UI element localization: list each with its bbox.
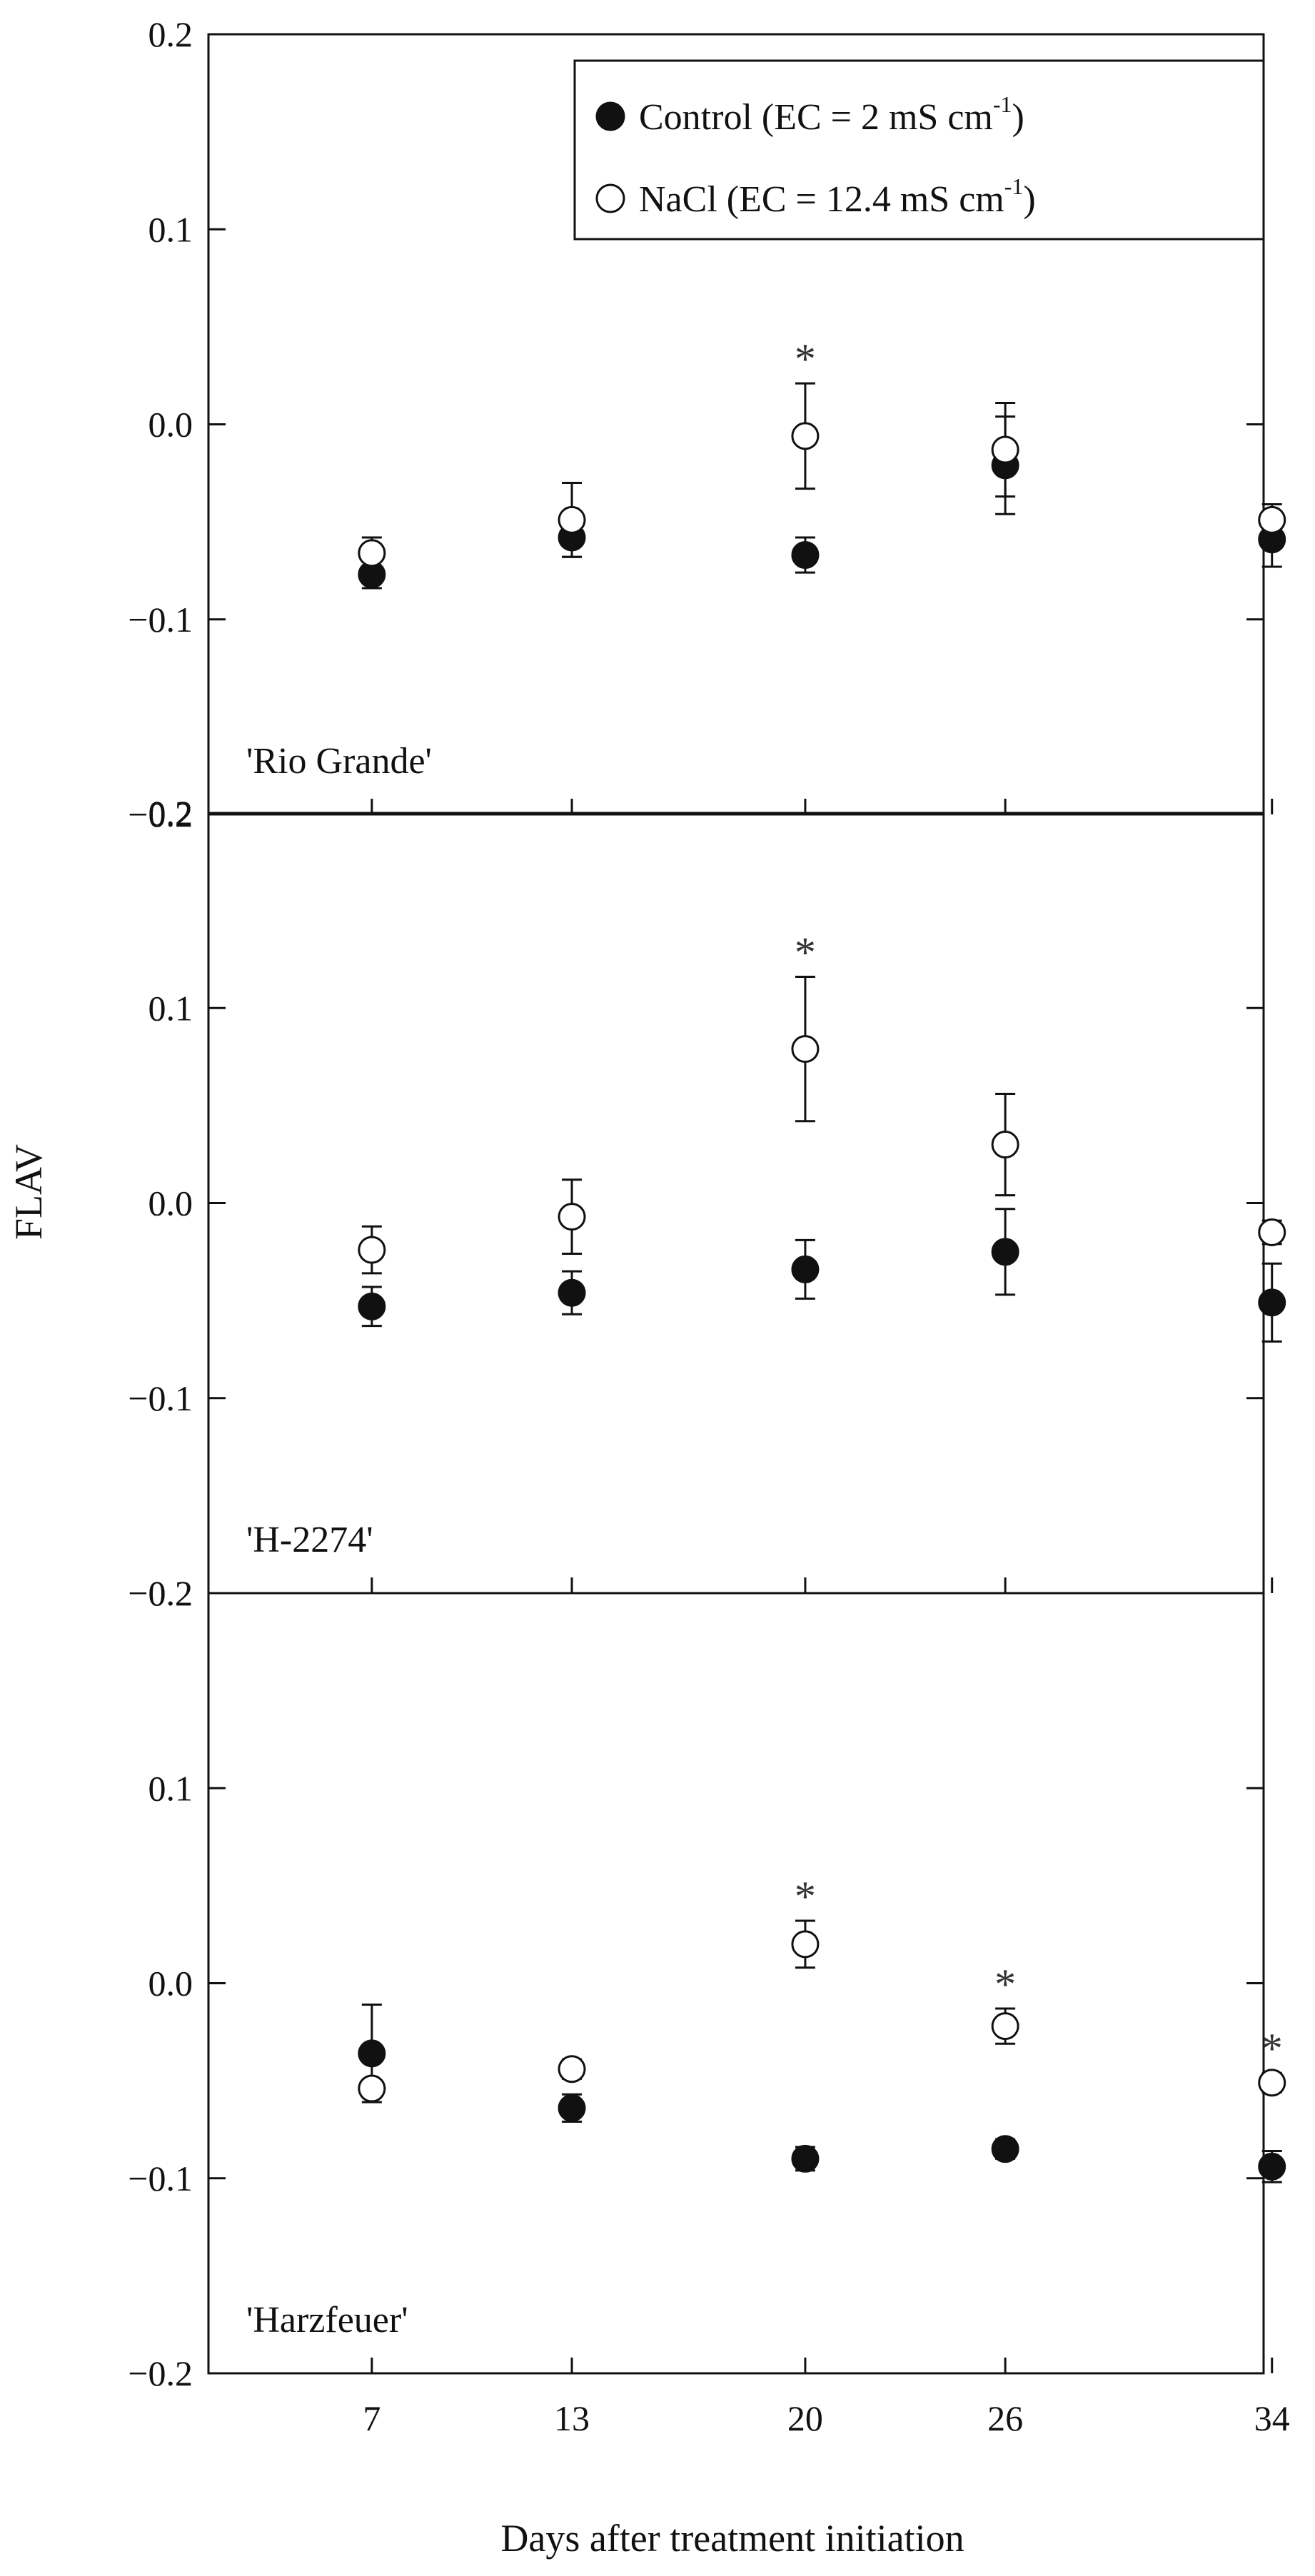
panel-frame xyxy=(207,1592,1265,2375)
data-point-nacl xyxy=(1258,1218,1286,1246)
data-point-control xyxy=(358,2039,386,2068)
y-tick-label: 0.1 xyxy=(148,209,193,249)
panel-label: 'Rio Grande' xyxy=(246,741,432,782)
legend: Control (EC = 2 mS cm-1) NaCl (EC = 12.4… xyxy=(573,59,1265,241)
panel-frame xyxy=(207,812,1265,1595)
significance-star: * xyxy=(795,335,816,383)
data-point-control xyxy=(558,2093,586,2122)
series-control xyxy=(358,1208,1286,1343)
x-axis: 71320263440 xyxy=(363,2398,1290,2438)
y-tick-label: 0.0 xyxy=(148,405,193,445)
data-point-nacl xyxy=(791,422,820,450)
significance-star: * xyxy=(994,1961,1016,2008)
data-point-nacl xyxy=(558,505,586,534)
panel-label: 'H-2274' xyxy=(246,1520,373,1560)
y-tick-label: −0.1 xyxy=(128,2158,193,2198)
data-point-nacl xyxy=(791,1035,820,1064)
y-tick-label: −0.1 xyxy=(128,1378,193,1418)
x-axis-title: Days after treatment initiation xyxy=(500,2517,964,2560)
significance-star: * xyxy=(795,1873,816,1920)
series-nacl xyxy=(358,976,1286,1275)
data-point-nacl xyxy=(358,539,386,567)
data-point-nacl xyxy=(558,1203,586,1231)
y-tick-label: −0.2 xyxy=(128,1573,193,1613)
x-tick-label: 34 xyxy=(1254,2398,1290,2438)
data-point-nacl xyxy=(791,1930,820,1959)
legend-label-nacl: NaCl (EC = 12.4 mS cm-1) xyxy=(639,173,1036,220)
panels: 0.2 0.1 0.0 −0.1 −0.2 'Rio Grande' * 0.2 0.1 0.0 −… xyxy=(128,14,1286,2393)
y-tick-label: −0.1 xyxy=(128,600,193,640)
legend-label-control: Control (EC = 2 mS cm-1) xyxy=(639,91,1024,138)
data-point-control xyxy=(991,2135,1019,2163)
significance-star: * xyxy=(795,929,816,976)
data-point-nacl xyxy=(991,1131,1019,1159)
data-point-control xyxy=(791,1255,820,1283)
panel-3: 0.2 0.1 0.0 −0.1 −0.2 'Harzfeuer' * * * xyxy=(128,1573,1286,2393)
y-tick-label: 0.2 xyxy=(148,793,193,833)
legend-box xyxy=(573,59,1265,241)
legend-label-nacl-main: NaCl (EC = 12.4 mS cm xyxy=(639,179,1004,220)
y-tick-label: 0.1 xyxy=(148,988,193,1028)
data-point-control xyxy=(1258,2152,1286,2181)
y-axis-title: FLAV xyxy=(7,1144,50,1240)
x-tick-label: 26 xyxy=(987,2398,1023,2438)
data-point-control xyxy=(1258,1288,1286,1317)
data-point-control xyxy=(991,1238,1019,1266)
y-tick-label: 0.2 xyxy=(148,1573,193,1613)
y-tick-label: 0.1 xyxy=(148,1768,193,1808)
series-nacl xyxy=(358,1919,1286,2103)
data-point-nacl xyxy=(991,435,1019,464)
panel-1: 0.2 0.1 0.0 −0.1 −0.2 'Rio Grande' * xyxy=(128,14,1286,834)
legend-label-control-main: Control (EC = 2 mS cm xyxy=(639,97,993,138)
data-point-control xyxy=(791,541,820,570)
x-tick-label: 7 xyxy=(363,2398,381,2438)
series-nacl xyxy=(358,382,1286,570)
y-tick-label: −0.2 xyxy=(128,794,193,834)
legend-label-nacl-close: ) xyxy=(1023,179,1035,220)
legend-label-control-sup: -1 xyxy=(993,91,1012,117)
legend-marker-nacl xyxy=(595,183,625,213)
series-control xyxy=(358,415,1286,590)
y-tick-label: 0.2 xyxy=(148,14,193,54)
data-point-control xyxy=(558,1278,586,1307)
x-tick-label: 13 xyxy=(554,2398,590,2438)
data-point-nacl xyxy=(558,2055,586,2083)
significance-star: * xyxy=(1261,2025,1283,2072)
legend-label-nacl-sup: -1 xyxy=(1004,173,1024,199)
y-tick-label: 0.0 xyxy=(148,1964,193,2004)
series-control xyxy=(358,2004,1286,2183)
panel-2: 0.2 0.1 0.0 −0.1 −0.2 'H-2274' * xyxy=(128,793,1286,1613)
legend-marker-control xyxy=(595,101,625,131)
y-tick-label: −0.2 xyxy=(128,2353,193,2393)
data-point-nacl xyxy=(358,1236,386,1264)
x-tick-label: 20 xyxy=(787,2398,823,2438)
data-point-nacl xyxy=(358,2074,386,2103)
data-point-control xyxy=(791,2144,820,2173)
data-point-control xyxy=(358,1292,386,1320)
data-point-nacl xyxy=(1258,2069,1286,2097)
data-point-nacl xyxy=(1258,505,1286,534)
data-point-nacl xyxy=(991,2012,1019,2041)
legend-label-control-close: ) xyxy=(1012,97,1024,138)
y-tick-label: 0.0 xyxy=(148,1183,193,1223)
panel-label: 'Harzfeuer' xyxy=(246,2300,408,2340)
